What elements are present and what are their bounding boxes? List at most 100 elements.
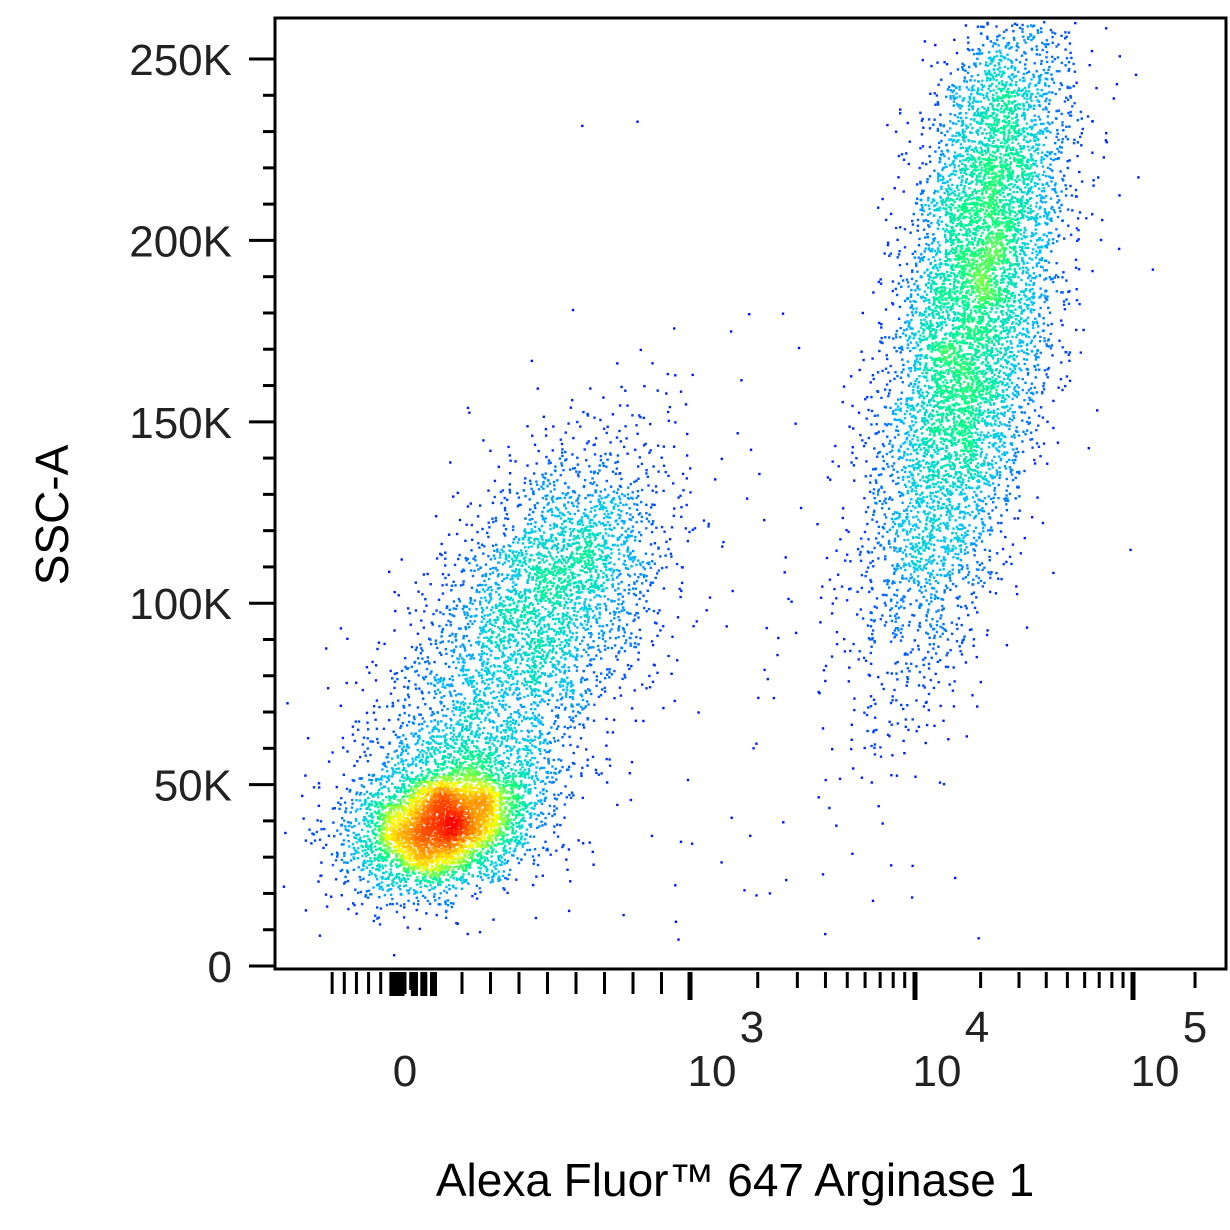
event-dot: [373, 859, 376, 862]
event-dot: [542, 766, 546, 770]
event-dot: [505, 791, 508, 795]
event-dot: [375, 803, 379, 806]
event-dot: [368, 808, 371, 811]
event-dot: [357, 822, 361, 825]
event-dot: [483, 856, 486, 859]
event-dot: [400, 752, 403, 755]
event-dot: [539, 752, 542, 755]
event-dot: [465, 802, 468, 805]
event-dot: [457, 790, 461, 793]
event-dot: [500, 860, 504, 864]
event-dot: [492, 848, 495, 851]
event-dot: [537, 854, 540, 857]
event-dot: [433, 838, 436, 842]
event-dot: [457, 828, 460, 831]
event-dot: [390, 838, 393, 841]
event-dot: [419, 820, 422, 823]
event-dot: [390, 871, 393, 874]
event-dot: [456, 772, 459, 775]
event-dot: [434, 776, 437, 779]
event-dot: [497, 858, 500, 862]
event-dot: [478, 811, 481, 815]
event-dot: [393, 672, 396, 676]
event-dot: [325, 647, 328, 650]
event-dot: [476, 859, 479, 862]
event-dot: [427, 834, 430, 837]
event-dot: [387, 787, 390, 790]
event-dot: [570, 685, 573, 688]
event-dot: [344, 880, 347, 884]
event-dot: [479, 790, 482, 793]
event-dot: [466, 755, 470, 758]
event-dot: [397, 886, 400, 889]
event-dot: [306, 737, 310, 740]
event-dot: [413, 892, 416, 895]
event-dot: [468, 864, 471, 868]
event-dot: [436, 795, 439, 799]
event-dot: [451, 823, 454, 827]
event-dot: [475, 778, 478, 781]
event-dot: [383, 806, 387, 809]
event-dot: [503, 858, 506, 862]
event-dot: [542, 792, 545, 796]
event-dot: [356, 760, 359, 763]
event-dot: [527, 803, 531, 806]
event-dot: [464, 805, 467, 808]
event-dot: [413, 843, 416, 846]
event-dot: [402, 766, 406, 770]
event-dot: [425, 763, 428, 766]
event-dot: [527, 776, 531, 779]
event-dot: [494, 867, 497, 870]
event-dot: [478, 778, 481, 782]
event-dot: [363, 816, 366, 819]
event-dot: [454, 894, 458, 897]
event-dot: [378, 809, 381, 812]
event-dot: [374, 875, 378, 878]
event-dot: [497, 799, 500, 802]
event-dot: [475, 858, 478, 862]
event-dot: [436, 774, 440, 778]
event-dot: [411, 836, 414, 839]
event-dot: [388, 802, 392, 805]
event-dot: [494, 828, 497, 831]
event-dot: [393, 750, 396, 753]
event-dot: [403, 817, 406, 820]
event-dot: [419, 821, 422, 824]
event-dot: [521, 807, 525, 810]
event-dot: [444, 722, 448, 725]
event-dot: [443, 739, 447, 742]
event-dot: [343, 861, 346, 864]
event-dot: [510, 768, 513, 771]
event-dot: [384, 819, 387, 823]
event-dot: [450, 843, 453, 846]
event-dot: [444, 855, 447, 858]
event-dot: [489, 794, 493, 798]
event-dot: [361, 854, 364, 858]
event-dot: [435, 727, 439, 730]
event-dot: [354, 817, 358, 821]
event-dot: [463, 791, 467, 794]
event-dot: [510, 780, 513, 784]
event-dot: [418, 834, 421, 837]
event-dot: [491, 880, 494, 883]
event-dot: [412, 847, 416, 851]
event-dot: [526, 841, 529, 844]
event-dot: [509, 754, 513, 757]
event-dot: [396, 799, 400, 802]
event-dot: [478, 815, 481, 818]
event-dot: [530, 806, 533, 810]
event-dot: [555, 849, 558, 852]
event-dot: [509, 784, 512, 787]
event-dot: [427, 811, 430, 814]
event-dot: [453, 852, 457, 855]
event-dot: [400, 836, 403, 839]
event-dot: [523, 684, 526, 687]
event-dot: [358, 839, 361, 842]
event-dot: [431, 798, 434, 801]
event-dot: [418, 759, 421, 763]
event-dot: [476, 740, 479, 743]
event-dot: [403, 850, 407, 853]
event-dot: [483, 726, 486, 730]
event-dot: [467, 822, 470, 826]
event-dot: [464, 741, 467, 744]
